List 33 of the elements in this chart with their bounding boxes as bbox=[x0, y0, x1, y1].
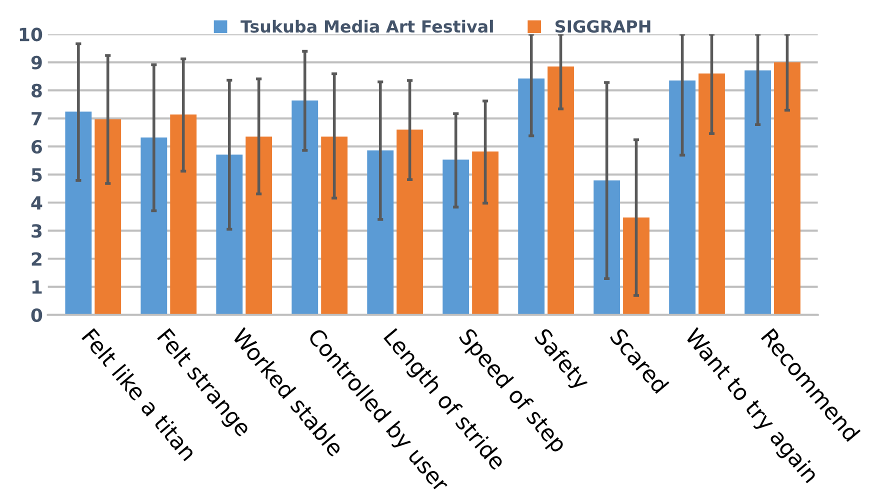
bar bbox=[396, 130, 424, 315]
y-tick-label: 0 bbox=[31, 308, 42, 322]
bar bbox=[367, 150, 394, 315]
bar bbox=[94, 119, 122, 315]
y-tick-label: 6 bbox=[32, 140, 42, 154]
y-tick-label: 1 bbox=[32, 280, 42, 294]
legend-label: SIGGRAPH bbox=[556, 20, 650, 33]
legend-label: Tsukuba Media Art Festival bbox=[240, 20, 493, 33]
bar bbox=[669, 80, 696, 315]
bar bbox=[292, 100, 318, 315]
bar bbox=[623, 217, 650, 315]
bar bbox=[442, 160, 470, 315]
bar bbox=[65, 112, 92, 315]
bar bbox=[170, 114, 197, 315]
bar bbox=[698, 74, 725, 315]
y-tick-label: 3 bbox=[32, 224, 42, 238]
bar bbox=[744, 70, 771, 315]
bar bbox=[472, 152, 498, 315]
bar bbox=[140, 137, 168, 315]
bar bbox=[246, 136, 272, 315]
bar bbox=[518, 78, 545, 315]
y-tick-label: 4 bbox=[31, 196, 42, 210]
bar bbox=[774, 62, 800, 315]
bar bbox=[548, 66, 574, 315]
y-tick-label: 5 bbox=[32, 168, 42, 182]
y-tick-label: 10 bbox=[20, 28, 42, 42]
y-tick-label: 8 bbox=[32, 84, 42, 98]
bar bbox=[594, 180, 620, 315]
bar bbox=[216, 154, 243, 315]
y-tick-label: 2 bbox=[32, 252, 42, 266]
y-tick-label: 9 bbox=[31, 56, 42, 70]
y-tick-label: 7 bbox=[32, 112, 42, 126]
bar bbox=[321, 136, 348, 315]
